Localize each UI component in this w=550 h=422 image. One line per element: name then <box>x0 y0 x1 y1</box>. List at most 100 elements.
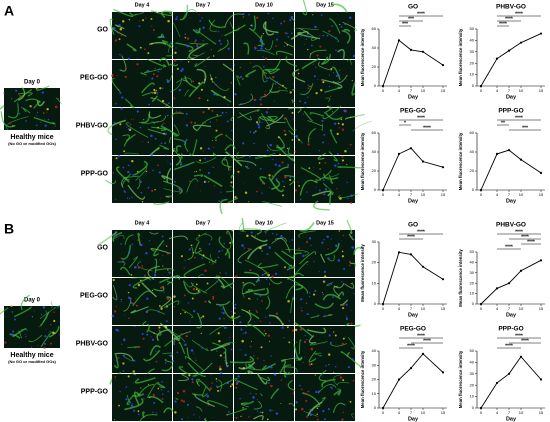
y-axis-label: Mean fluorescence intensity <box>458 249 463 307</box>
tissue-fiber <box>317 61 332 71</box>
micrograph <box>173 108 233 155</box>
cell-dot <box>309 408 312 411</box>
tissue-fiber <box>260 82 274 98</box>
tissue-fiber <box>269 89 280 94</box>
y-tick-label: 30 <box>470 49 475 54</box>
data-point <box>409 367 413 370</box>
cell-dot <box>175 47 177 49</box>
cell-dot <box>206 395 210 398</box>
cell-dot <box>175 110 178 112</box>
tissue-fiber <box>224 144 236 151</box>
cell-dot <box>163 122 165 124</box>
cell-dot <box>37 344 39 346</box>
cell-dot <box>260 47 263 50</box>
cell-dot <box>173 97 176 100</box>
tissue-fiber <box>142 349 161 362</box>
cell-dot <box>328 86 330 88</box>
tissue-fiber <box>342 21 358 32</box>
y-tick-label: 20 <box>372 168 377 173</box>
y-tick-label: 50 <box>470 348 475 353</box>
cell-dot <box>207 107 210 110</box>
x-tick-label: 7 <box>508 88 511 93</box>
micrograph <box>295 326 355 373</box>
cell-dot <box>194 30 197 33</box>
row-label: GO <box>97 244 108 251</box>
tissue-fiber <box>289 278 309 294</box>
cell-dot <box>9 121 12 124</box>
cell-dot <box>40 313 43 316</box>
cell-dot <box>180 255 183 258</box>
cell-dot <box>120 298 122 301</box>
cell-dot <box>217 30 220 33</box>
cell-dot <box>127 170 130 174</box>
cell-dot <box>143 48 146 51</box>
cell-dot <box>346 315 348 317</box>
cell-dot <box>327 408 330 411</box>
cell-dot <box>250 24 252 27</box>
tissue-fiber <box>275 136 285 149</box>
y-tick-label: 20 <box>470 60 475 65</box>
cell-dot <box>161 235 164 238</box>
cell-dot <box>36 111 39 114</box>
cell-dot <box>202 26 205 29</box>
y-tick-label: 20 <box>470 382 475 387</box>
tissue-fiber <box>300 167 322 181</box>
cell-dot <box>340 26 343 28</box>
tissue-fiber <box>245 324 266 337</box>
cell-dot <box>46 107 49 111</box>
cell-dot <box>162 265 164 267</box>
x-tick-label: 0 <box>480 88 483 93</box>
cell-dot <box>161 381 163 383</box>
cell-dot <box>135 298 137 300</box>
cell-dot <box>218 365 222 369</box>
y-tick-label: 0 <box>472 187 475 192</box>
tissue-fiber <box>186 178 199 193</box>
tissue-fiber <box>325 112 343 121</box>
cell-dot <box>315 91 318 95</box>
cell-dot <box>133 359 136 362</box>
y-tick-label: 40 <box>470 37 475 42</box>
cell-dot <box>136 110 139 113</box>
day-header: Day 10 <box>255 220 273 226</box>
data-point <box>507 282 511 285</box>
tissue-fiber <box>253 287 269 296</box>
tissue-fiber <box>333 285 340 297</box>
cell-dot <box>248 416 250 418</box>
cell-dot <box>307 390 310 393</box>
cell-dot <box>21 328 23 330</box>
tissue-fiber <box>141 282 157 298</box>
tissue-fiber <box>303 110 313 122</box>
cell-dot <box>282 180 284 183</box>
cell-dot <box>274 373 277 376</box>
cell-dot <box>310 85 312 87</box>
cell-dot <box>190 17 192 19</box>
cell-dot <box>331 281 334 283</box>
tissue-fiber <box>160 296 172 309</box>
cell-dot <box>278 153 282 157</box>
cell-dot <box>218 317 221 320</box>
cell-dot <box>137 394 139 396</box>
tissue-fiber <box>0 111 16 128</box>
cell-dot <box>300 407 304 411</box>
cell-dot <box>247 247 250 250</box>
cell-dot <box>209 121 212 123</box>
cell-dot <box>348 264 351 267</box>
tissue-fiber <box>126 43 137 52</box>
tissue-fiber <box>40 333 51 348</box>
cell-dot <box>160 198 162 200</box>
tissue-fiber <box>55 97 62 105</box>
x-tick-label: 4 <box>496 192 499 197</box>
cell-dot <box>136 63 139 66</box>
cell-dot <box>227 410 230 413</box>
cell-dot <box>3 92 5 94</box>
cell-dot <box>207 171 211 175</box>
tissue-fiber <box>285 56 298 67</box>
tissue-fiber <box>314 352 322 356</box>
cell-dot <box>216 380 218 383</box>
cell-dot <box>270 355 272 357</box>
cell-dot <box>124 314 126 316</box>
sig-label: **** <box>515 230 523 236</box>
tissue-fiber <box>193 362 213 378</box>
cell-dot <box>324 418 327 421</box>
tissue-fiber <box>132 393 145 397</box>
